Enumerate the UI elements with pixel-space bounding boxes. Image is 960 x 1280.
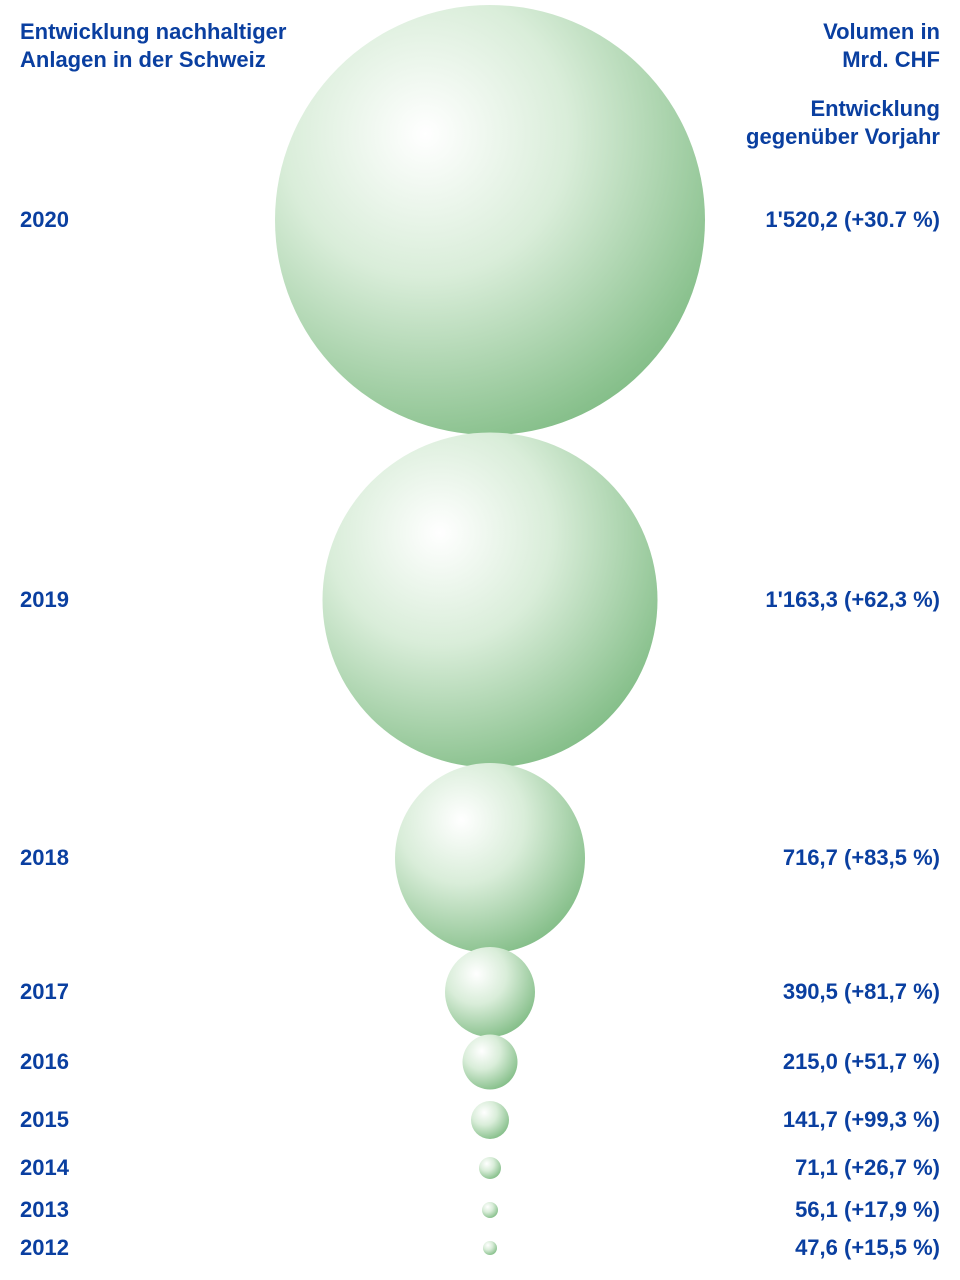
year-label-2019: 2019 (20, 587, 69, 613)
value-label-2015: 141,7 (+99,3 %) (783, 1107, 940, 1133)
year-label-2020: 2020 (20, 207, 69, 233)
value-label-2020: 1'520,2 (+30.7 %) (765, 207, 940, 233)
year-label-2016: 2016 (20, 1049, 69, 1075)
year-label-2012: 2012 (20, 1235, 69, 1261)
title-left: Entwicklung nachhaltigerAnlagen in der S… (20, 18, 286, 73)
sphere-2020 (275, 5, 705, 435)
sphere-2012 (483, 1241, 497, 1255)
year-label-2018: 2018 (20, 845, 69, 871)
value-label-2013: 56,1 (+17,9 %) (795, 1197, 940, 1223)
value-label-2019: 1'163,3 (+62,3 %) (765, 587, 940, 613)
title-right: Volumen inMrd. CHF (823, 18, 940, 73)
sphere-2013 (482, 1202, 498, 1218)
sphere-2018 (395, 763, 585, 953)
year-label-2015: 2015 (20, 1107, 69, 1133)
value-label-2014: 71,1 (+26,7 %) (795, 1155, 940, 1181)
sphere-2017 (445, 947, 535, 1037)
value-label-2018: 716,7 (+83,5 %) (783, 845, 940, 871)
value-label-2017: 390,5 (+81,7 %) (783, 979, 940, 1005)
year-label-2014: 2014 (20, 1155, 69, 1181)
value-label-2012: 47,6 (+15,5 %) (795, 1235, 940, 1261)
year-label-2013: 2013 (20, 1197, 69, 1223)
year-label-2017: 2017 (20, 979, 69, 1005)
sphere-2015 (471, 1101, 509, 1139)
value-label-2016: 215,0 (+51,7 %) (783, 1049, 940, 1075)
sphere-2014 (479, 1157, 501, 1179)
sphere-2019 (323, 433, 658, 768)
subtitle-right: Entwicklunggegenüber Vorjahr (746, 95, 940, 150)
sphere-2016 (463, 1035, 518, 1090)
